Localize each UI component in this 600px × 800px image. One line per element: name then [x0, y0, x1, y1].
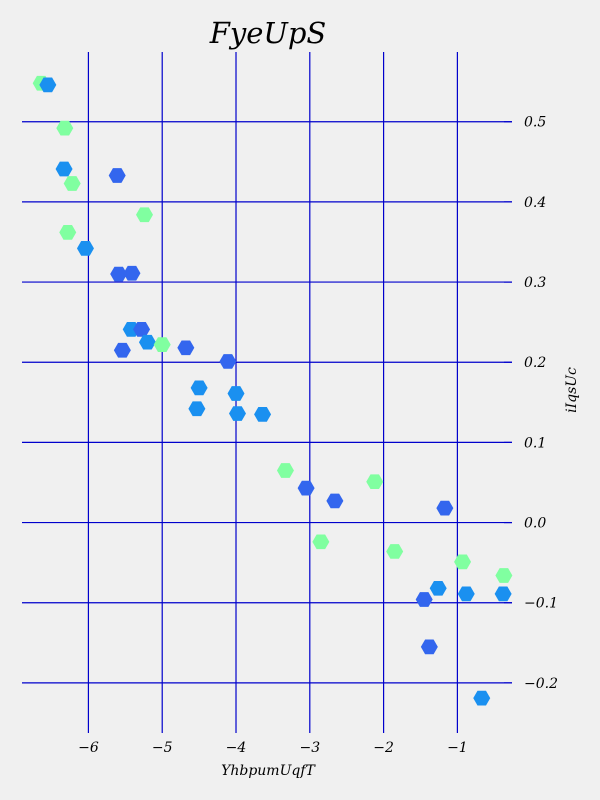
data-point [177, 340, 195, 356]
data-point [415, 592, 433, 607]
data-point [133, 322, 151, 337]
y-tick-label: 0.1 [524, 435, 546, 451]
y-axis-label: iIqsUc [564, 367, 580, 413]
data-point [39, 77, 57, 93]
y-tick-labels: −0.2 −0.1 0.0 0.1 0.2 0.3 0.4 0.5 [524, 115, 558, 692]
data-point [254, 406, 272, 422]
data-point [190, 380, 208, 396]
data-point [113, 342, 131, 358]
y-tick-label: −0.2 [524, 676, 558, 692]
data-point [473, 690, 491, 706]
grid-lines [22, 52, 512, 727]
data-point [63, 176, 81, 191]
data-point [276, 463, 294, 478]
data-point [123, 265, 141, 281]
data-point [76, 241, 94, 256]
data-point [386, 544, 404, 559]
data-point [420, 639, 438, 655]
y-tick-label: 0.0 [524, 516, 546, 532]
data-point [56, 120, 74, 136]
data-point [188, 401, 206, 417]
data-point [326, 493, 344, 509]
data-point [108, 168, 126, 183]
data-point [138, 334, 156, 350]
x-tick-label: −3 [299, 740, 320, 756]
y-tick-label: −0.1 [524, 596, 558, 612]
data-point [136, 207, 153, 223]
data-point [227, 386, 245, 401]
y-tick-label: 0.4 [524, 195, 546, 211]
x-tick-label: −6 [78, 740, 99, 756]
data-point [494, 586, 512, 602]
data-point [59, 225, 77, 240]
data-point [153, 337, 171, 352]
y-tick-label: 0.5 [524, 115, 546, 131]
tick-marks [87, 121, 512, 733]
y-tick-label: 0.2 [524, 355, 546, 371]
data-point [110, 266, 128, 282]
x-tick-labels: −6 −5 −4 −3 −2 −1 [78, 740, 468, 756]
data-point [495, 568, 513, 583]
x-tick-label: −5 [152, 740, 173, 756]
x-tick-label: −4 [226, 740, 247, 756]
data-points [32, 75, 513, 706]
data-point [454, 554, 472, 570]
data-point [429, 580, 447, 596]
x-axis-label: YhbpumUqfT [221, 763, 316, 779]
data-point [457, 586, 475, 602]
chart-title: FyeUpS [209, 16, 327, 50]
x-tick-label: −2 [373, 740, 394, 756]
data-point [219, 354, 237, 369]
data-point [228, 406, 246, 421]
x-tick-label: −1 [447, 740, 468, 756]
data-point [55, 161, 73, 177]
data-point [297, 480, 315, 496]
data-point [436, 500, 454, 516]
y-tick-label: 0.3 [524, 275, 546, 291]
data-point [312, 534, 330, 550]
data-point [366, 474, 384, 490]
